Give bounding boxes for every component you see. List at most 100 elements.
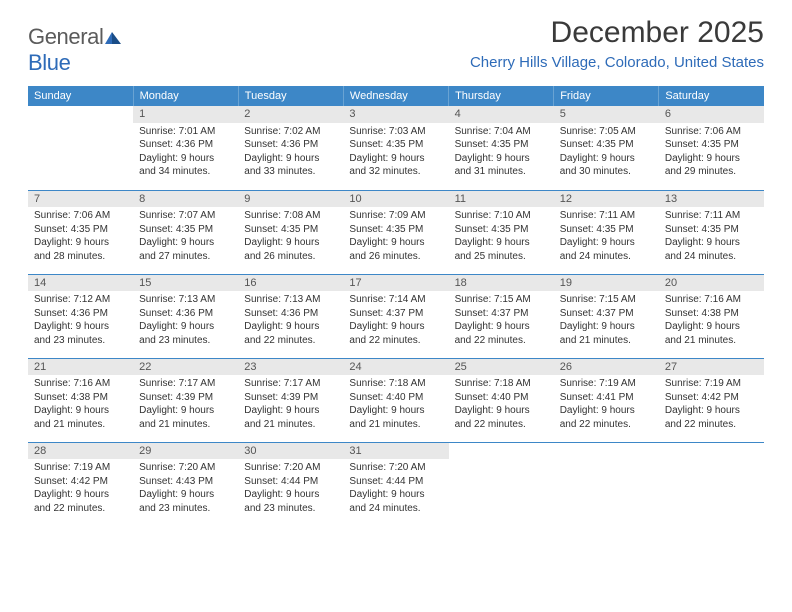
- day-number: 31: [343, 443, 448, 460]
- day-number: 7: [28, 191, 133, 208]
- day-number: 28: [28, 443, 133, 460]
- day-number: 8: [133, 191, 238, 208]
- calendar-day-cell: 28Sunrise: 7:19 AMSunset: 4:42 PMDayligh…: [28, 442, 133, 526]
- calendar-day-cell: 24Sunrise: 7:18 AMSunset: 4:40 PMDayligh…: [343, 358, 448, 442]
- weekday-header: Sunday: [28, 86, 133, 106]
- calendar-day-cell: 20Sunrise: 7:16 AMSunset: 4:38 PMDayligh…: [659, 274, 764, 358]
- day-number: 23: [238, 359, 343, 376]
- calendar-day-cell: 11Sunrise: 7:10 AMSunset: 4:35 PMDayligh…: [449, 190, 554, 274]
- calendar-week-row: 1 Sunrise: 7:01 AMSunset: 4:36 PMDaylight…: [28, 106, 764, 190]
- day-details: Sunrise: 7:14 AMSunset: 4:37 PMDaylight:…: [349, 293, 442, 347]
- calendar-day-cell: 17Sunrise: 7:14 AMSunset: 4:37 PMDayligh…: [343, 274, 448, 358]
- day-details: Sunrise: 7:10 AMSunset: 4:35 PMDaylight:…: [455, 209, 548, 263]
- calendar-day-cell: 7Sunrise: 7:06 AMSunset: 4:35 PMDaylight…: [28, 190, 133, 274]
- day-details: Sunrise: 7:19 AMSunset: 4:42 PMDaylight:…: [34, 461, 127, 515]
- day-details: Sunrise: 7:16 AMSunset: 4:38 PMDaylight:…: [34, 377, 127, 431]
- day-details: Sunrise: 7:16 AMSunset: 4:38 PMDaylight:…: [665, 293, 758, 347]
- day-number: 25: [449, 359, 554, 376]
- calendar-day-cell: 27Sunrise: 7:19 AMSunset: 4:42 PMDayligh…: [659, 358, 764, 442]
- day-number: 16: [238, 275, 343, 292]
- day-details: Sunrise: 7:05 AMSunset: 4:35 PMDaylight:…: [560, 125, 653, 179]
- calendar-day-cell: 31Sunrise: 7:20 AMSunset: 4:44 PMDayligh…: [343, 442, 448, 526]
- day-number: 15: [133, 275, 238, 292]
- calendar-empty-cell: [28, 106, 133, 190]
- logo-triangle-icon: [105, 24, 123, 50]
- day-details: Sunrise: 7:17 AMSunset: 4:39 PMDaylight:…: [139, 377, 232, 431]
- day-number: 9: [238, 191, 343, 208]
- day-number: 3: [343, 106, 448, 123]
- calendar-day-cell: 14Sunrise: 7:12 AMSunset: 4:36 PMDayligh…: [28, 274, 133, 358]
- weekday-row: SundayMondayTuesdayWednesdayThursdayFrid…: [28, 86, 764, 106]
- calendar-day-cell: 16Sunrise: 7:13 AMSunset: 4:36 PMDayligh…: [238, 274, 343, 358]
- calendar-day-cell: 1 Sunrise: 7:01 AMSunset: 4:36 PMDaylight…: [133, 106, 238, 190]
- logo-left: General: [28, 24, 103, 49]
- day-details: Sunrise: 7:11 AMSunset: 4:35 PMDaylight:…: [665, 209, 758, 263]
- day-number: 26: [554, 359, 659, 376]
- day-details: Sunrise: 7:18 AMSunset: 4:40 PMDaylight:…: [349, 377, 442, 431]
- day-details: Sunrise: 7:09 AMSunset: 4:35 PMDaylight:…: [349, 209, 442, 263]
- day-number: 29: [133, 443, 238, 460]
- calendar-day-cell: 5 Sunrise: 7:05 AMSunset: 4:35 PMDaylight…: [554, 106, 659, 190]
- page-header: GeneralBlue December 2025 Cherry Hills V…: [28, 18, 764, 76]
- calendar-day-cell: 4Sunrise: 7:04 AMSunset: 4:35 PMDaylight…: [449, 106, 554, 190]
- calendar-head: SundayMondayTuesdayWednesdayThursdayFrid…: [28, 86, 764, 106]
- weekday-header: Thursday: [449, 86, 554, 106]
- calendar-day-cell: 29Sunrise: 7:20 AMSunset: 4:43 PMDayligh…: [133, 442, 238, 526]
- calendar-week-row: 28Sunrise: 7:19 AMSunset: 4:42 PMDayligh…: [28, 442, 764, 526]
- calendar-day-cell: 10Sunrise: 7:09 AMSunset: 4:35 PMDayligh…: [343, 190, 448, 274]
- day-details: Sunrise: 7:18 AMSunset: 4:40 PMDaylight:…: [455, 377, 548, 431]
- day-number: 10: [343, 191, 448, 208]
- calendar-day-cell: 15Sunrise: 7:13 AMSunset: 4:36 PMDayligh…: [133, 274, 238, 358]
- day-number: 1: [133, 106, 238, 123]
- calendar-day-cell: 13Sunrise: 7:11 AMSunset: 4:35 PMDayligh…: [659, 190, 764, 274]
- day-details: Sunrise: 7:08 AMSunset: 4:35 PMDaylight:…: [244, 209, 337, 263]
- day-number: 5: [554, 106, 659, 123]
- day-number: 13: [659, 191, 764, 208]
- day-number: 17: [343, 275, 448, 292]
- day-details: Sunrise: 7:13 AMSunset: 4:36 PMDaylight:…: [244, 293, 337, 347]
- weekday-header: Saturday: [659, 86, 764, 106]
- calendar-day-cell: 8Sunrise: 7:07 AMSunset: 4:35 PMDaylight…: [133, 190, 238, 274]
- day-details: Sunrise: 7:11 AMSunset: 4:35 PMDaylight:…: [560, 209, 653, 263]
- day-number: 18: [449, 275, 554, 292]
- calendar-week-row: 14Sunrise: 7:12 AMSunset: 4:36 PMDayligh…: [28, 274, 764, 358]
- calendar-body: 1 Sunrise: 7:01 AMSunset: 4:36 PMDaylight…: [28, 106, 764, 526]
- day-number: 20: [659, 275, 764, 292]
- day-number: 11: [449, 191, 554, 208]
- day-number: 19: [554, 275, 659, 292]
- day-details: Sunrise: 7:20 AMSunset: 4:44 PMDaylight:…: [244, 461, 337, 515]
- page-title: December 2025: [470, 18, 764, 48]
- weekday-header: Friday: [554, 86, 659, 106]
- weekday-header: Monday: [133, 86, 238, 106]
- day-details: Sunrise: 7:15 AMSunset: 4:37 PMDaylight:…: [560, 293, 653, 347]
- calendar-day-cell: 18Sunrise: 7:15 AMSunset: 4:37 PMDayligh…: [449, 274, 554, 358]
- calendar-day-cell: 25Sunrise: 7:18 AMSunset: 4:40 PMDayligh…: [449, 358, 554, 442]
- day-number: 27: [659, 359, 764, 376]
- calendar-day-cell: 2Sunrise: 7:02 AMSunset: 4:36 PMDaylight…: [238, 106, 343, 190]
- calendar-day-cell: 21Sunrise: 7:16 AMSunset: 4:38 PMDayligh…: [28, 358, 133, 442]
- day-details: Sunrise: 7:17 AMSunset: 4:39 PMDaylight:…: [244, 377, 337, 431]
- location-subtitle: Cherry Hills Village, Colorado, United S…: [470, 54, 764, 71]
- calendar-empty-cell: [449, 442, 554, 526]
- calendar-day-cell: 6Sunrise: 7:06 AMSunset: 4:35 PMDaylight…: [659, 106, 764, 190]
- calendar-empty-cell: [554, 442, 659, 526]
- day-details: Sunrise: 7:01 AMSunset: 4:36 PMDaylight:…: [139, 125, 232, 179]
- day-details: Sunrise: 7:12 AMSunset: 4:36 PMDaylight:…: [34, 293, 127, 347]
- day-details: Sunrise: 7:03 AMSunset: 4:35 PMDaylight:…: [349, 125, 442, 179]
- day-number: 12: [554, 191, 659, 208]
- day-number: 14: [28, 275, 133, 292]
- logo-right: Blue: [28, 50, 70, 75]
- heading-block: December 2025 Cherry Hills Village, Colo…: [470, 18, 764, 71]
- day-details: Sunrise: 7:19 AMSunset: 4:42 PMDaylight:…: [665, 377, 758, 431]
- brand-logo: GeneralBlue: [28, 24, 123, 76]
- calendar-day-cell: 22Sunrise: 7:17 AMSunset: 4:39 PMDayligh…: [133, 358, 238, 442]
- weekday-header: Tuesday: [238, 86, 343, 106]
- day-details: Sunrise: 7:20 AMSunset: 4:44 PMDaylight:…: [349, 461, 442, 515]
- calendar-day-cell: 30Sunrise: 7:20 AMSunset: 4:44 PMDayligh…: [238, 442, 343, 526]
- day-details: Sunrise: 7:02 AMSunset: 4:36 PMDaylight:…: [244, 125, 337, 179]
- day-number: 4: [449, 106, 554, 123]
- calendar-day-cell: 19Sunrise: 7:15 AMSunset: 4:37 PMDayligh…: [554, 274, 659, 358]
- calendar-week-row: 7Sunrise: 7:06 AMSunset: 4:35 PMDaylight…: [28, 190, 764, 274]
- calendar-day-cell: 26Sunrise: 7:19 AMSunset: 4:41 PMDayligh…: [554, 358, 659, 442]
- calendar-grid: SundayMondayTuesdayWednesdayThursdayFrid…: [28, 86, 764, 526]
